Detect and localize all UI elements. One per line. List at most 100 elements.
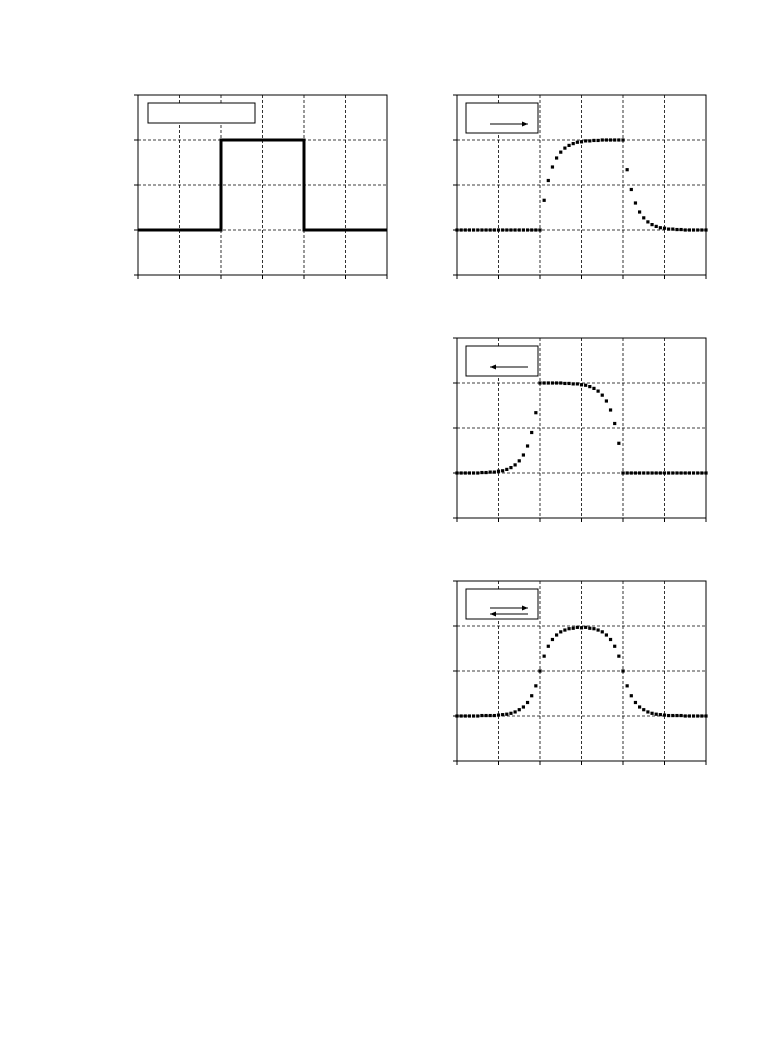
data-point xyxy=(696,714,700,718)
data-point xyxy=(584,625,588,629)
data-point xyxy=(600,630,604,634)
data-point xyxy=(596,389,600,393)
data-point xyxy=(530,694,534,698)
data-point xyxy=(588,385,592,389)
data-point xyxy=(459,471,463,475)
data-point xyxy=(629,694,633,698)
data-point xyxy=(679,713,683,718)
data-point xyxy=(546,381,550,385)
data-point xyxy=(679,227,683,232)
data-point xyxy=(509,466,513,470)
data-point xyxy=(496,228,501,232)
data-point xyxy=(513,463,517,467)
data-point xyxy=(480,228,484,232)
data-point xyxy=(625,471,629,475)
data-point xyxy=(467,228,472,232)
data-point xyxy=(658,713,662,717)
plot-frame xyxy=(456,337,707,519)
data-point xyxy=(550,381,555,385)
data-point xyxy=(650,471,654,475)
data-point xyxy=(488,713,492,718)
data-point xyxy=(571,626,575,630)
data-point xyxy=(675,227,679,232)
chart xyxy=(134,94,388,279)
data-point xyxy=(480,713,484,718)
data-point xyxy=(621,138,625,142)
data-point xyxy=(600,393,604,397)
data-point xyxy=(667,713,671,718)
data-point xyxy=(563,146,567,150)
chart xyxy=(453,580,708,765)
data-point xyxy=(584,139,588,143)
data-point xyxy=(455,471,459,475)
data-point xyxy=(542,654,546,658)
data-point xyxy=(658,471,662,475)
data-point xyxy=(671,471,675,475)
data-point xyxy=(646,710,650,714)
data-point xyxy=(492,228,496,232)
data-point xyxy=(563,628,567,632)
chart xyxy=(453,94,708,279)
data-point xyxy=(683,714,687,718)
data-point xyxy=(550,637,555,642)
data-point xyxy=(700,228,704,232)
plot-frame xyxy=(137,94,388,276)
data-point xyxy=(563,381,567,386)
data-point xyxy=(604,399,608,403)
data-point xyxy=(538,669,542,673)
data-point xyxy=(505,712,509,716)
data-point xyxy=(700,471,704,475)
data-point xyxy=(629,471,633,475)
data-point xyxy=(617,441,621,445)
data-point xyxy=(604,138,608,142)
data-point xyxy=(517,708,521,712)
data-point xyxy=(467,714,472,718)
data-point xyxy=(646,471,650,475)
data-point xyxy=(691,471,696,475)
data-point xyxy=(455,228,459,232)
data-point xyxy=(600,138,604,142)
data-point xyxy=(621,669,625,673)
data-point xyxy=(700,714,704,718)
arrow-head xyxy=(490,364,496,370)
data-point xyxy=(555,156,559,160)
data-point xyxy=(480,470,484,475)
data-point xyxy=(621,471,625,475)
plot-frame xyxy=(456,94,707,276)
legend-box xyxy=(147,102,256,124)
data-point xyxy=(546,644,550,648)
data-point xyxy=(472,714,476,718)
data-point xyxy=(505,467,509,471)
data-point xyxy=(687,714,691,718)
data-point xyxy=(704,471,708,475)
data-point xyxy=(555,633,559,637)
data-point xyxy=(530,430,534,435)
data-point xyxy=(625,684,629,688)
data-point xyxy=(488,228,492,232)
data-point xyxy=(592,627,596,631)
data-point xyxy=(484,470,488,475)
chart xyxy=(453,337,708,522)
data-point xyxy=(691,714,696,718)
data-point xyxy=(534,228,538,232)
data-point xyxy=(596,628,600,632)
data-point xyxy=(559,630,563,634)
data-point xyxy=(633,700,638,705)
data-point xyxy=(596,138,600,143)
data-point xyxy=(604,633,608,637)
arrow-head xyxy=(522,605,528,611)
data-point xyxy=(617,138,621,142)
data-point xyxy=(642,708,646,712)
data-point xyxy=(617,654,621,658)
data-point xyxy=(472,228,476,232)
data-point xyxy=(463,228,467,232)
data-point xyxy=(521,705,525,709)
data-point xyxy=(571,142,575,146)
data-point xyxy=(513,710,517,714)
data-point xyxy=(534,411,538,415)
data-point xyxy=(704,228,708,232)
data-point xyxy=(588,139,592,143)
legend-box xyxy=(465,345,539,377)
data-point xyxy=(534,684,538,688)
data-point xyxy=(559,150,563,154)
